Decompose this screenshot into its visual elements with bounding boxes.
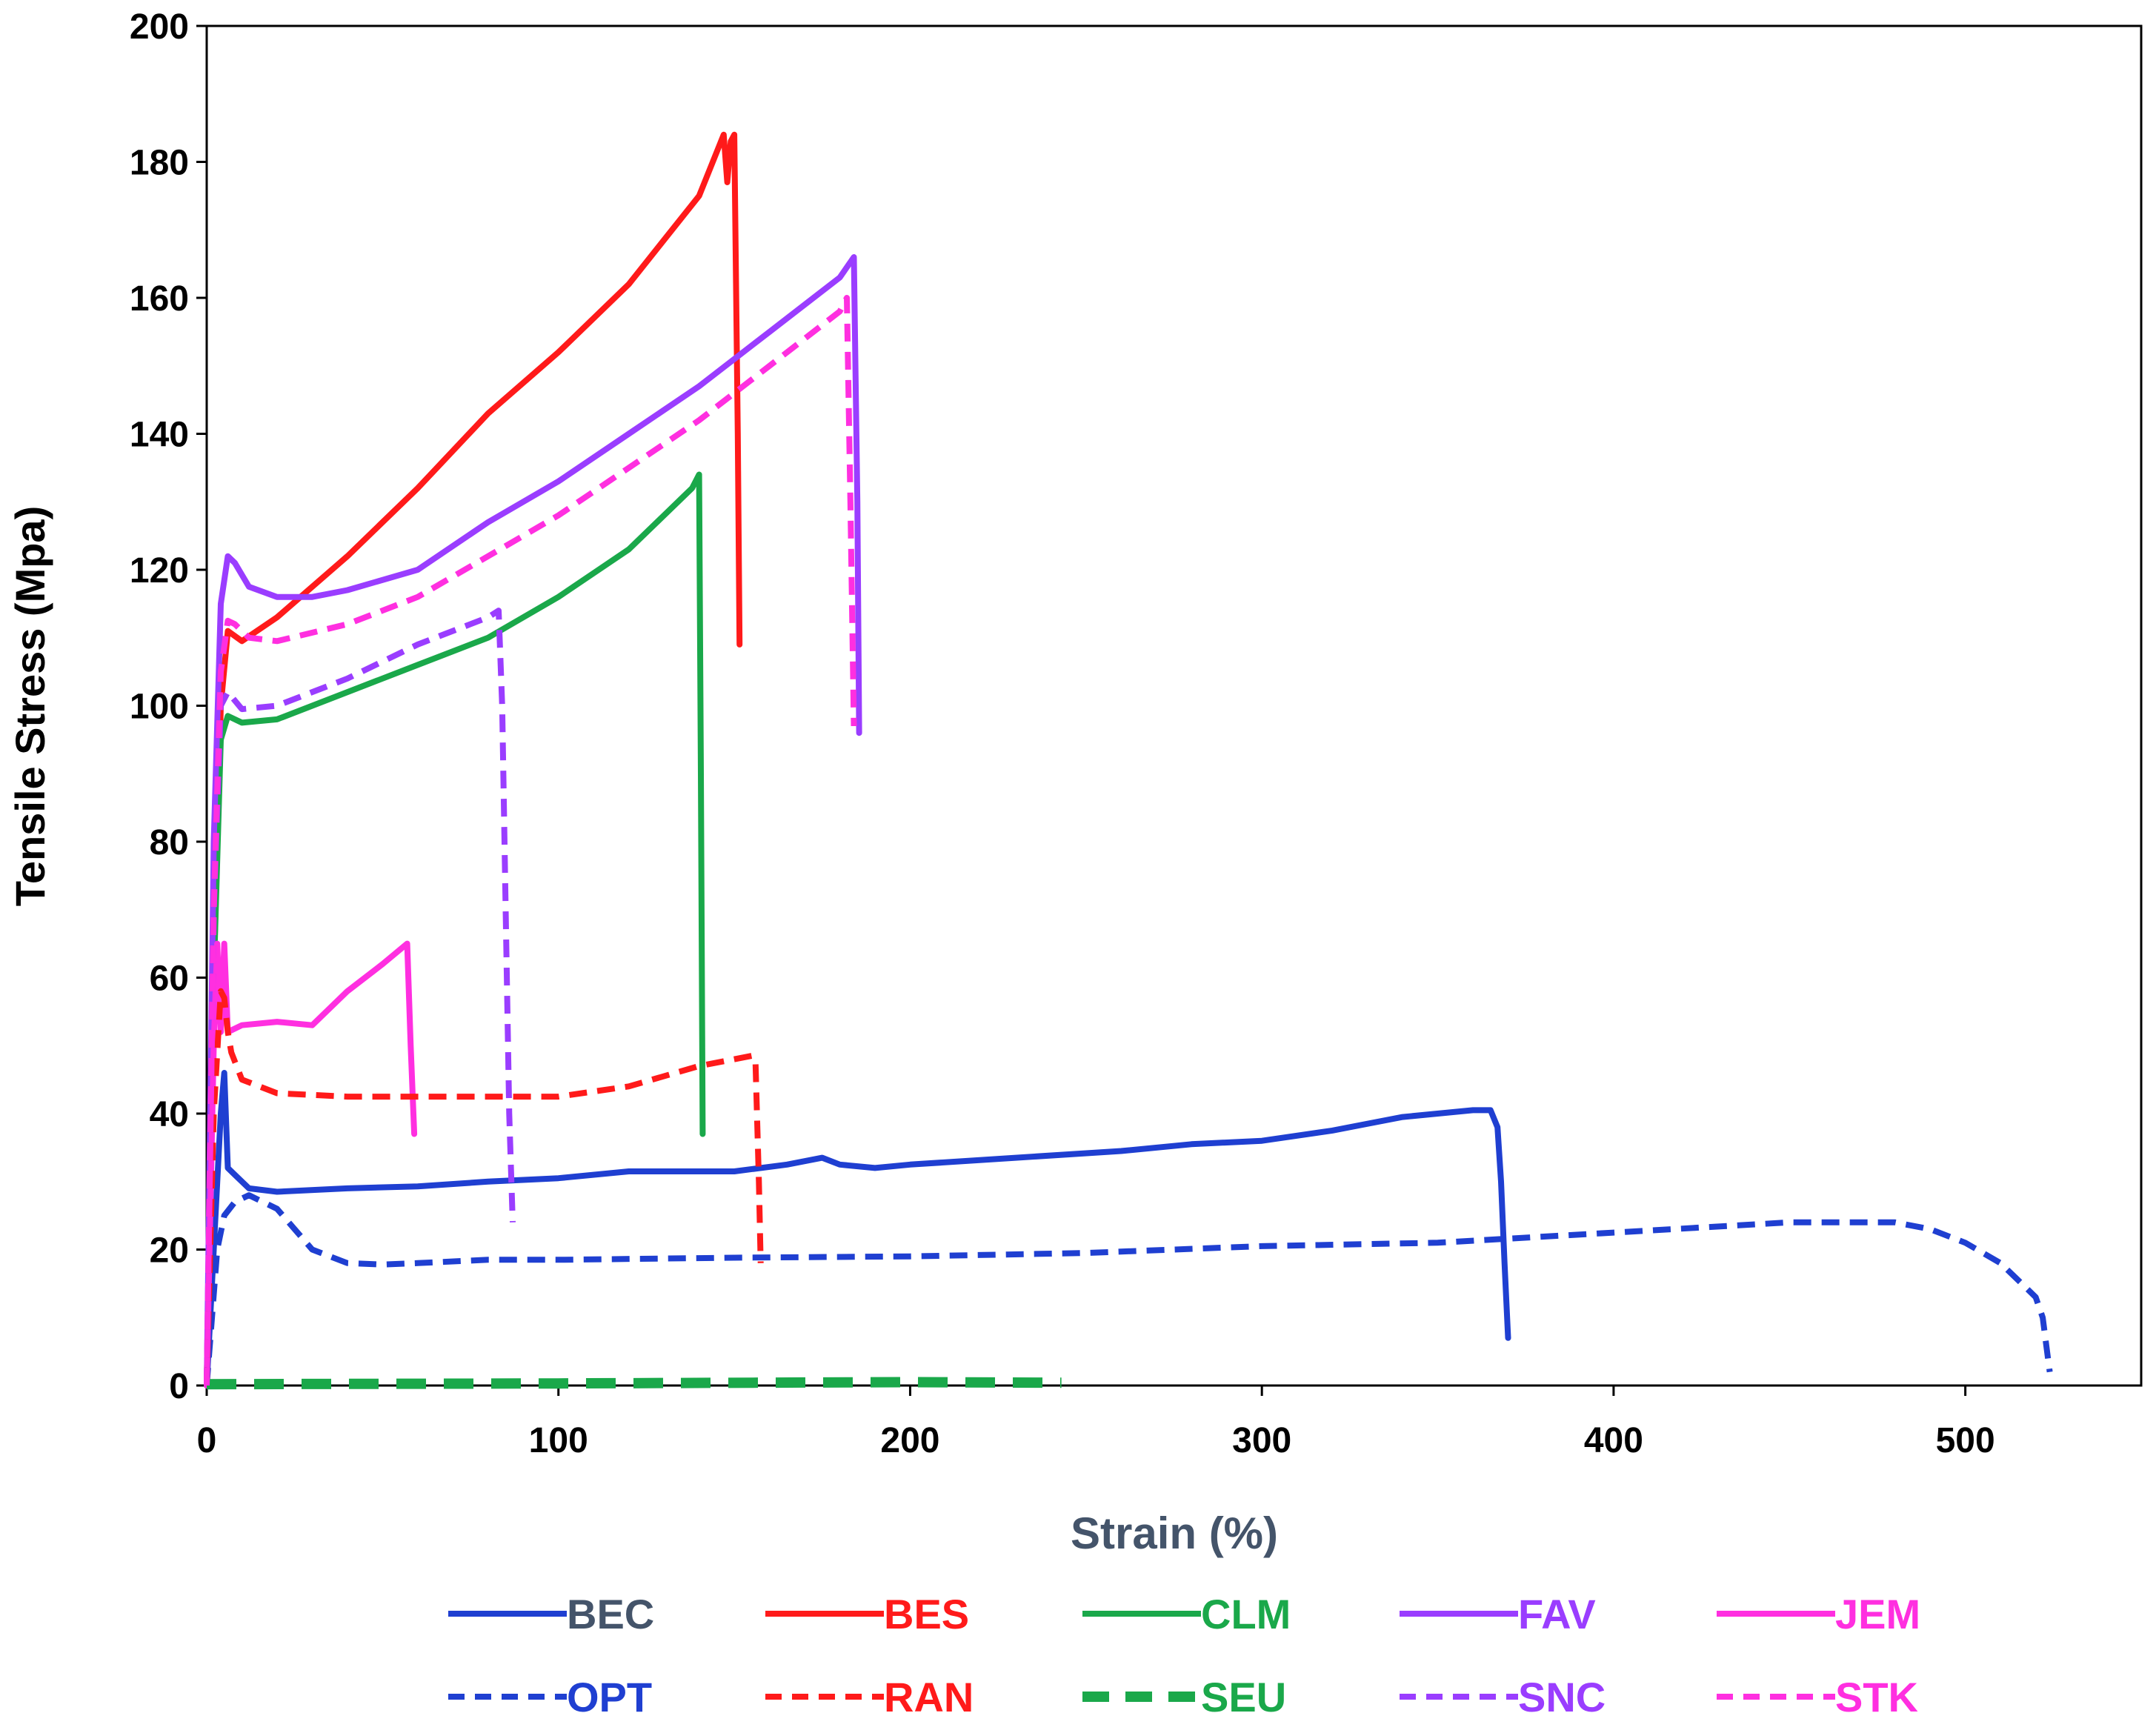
y-tick-label: 60 (150, 959, 189, 999)
series-line-stk (204, 295, 857, 1386)
series-line-clm (204, 471, 706, 1388)
y-axis: 0 20 40 60 80 100 120 140 160 180 200 (130, 7, 207, 1406)
y-tick-label: 180 (130, 144, 189, 183)
legend-label-snc: SNC (1518, 1674, 1606, 1720)
x-axis-label: Strain (%) (1071, 1509, 1278, 1558)
legend-label-fav: FAV (1518, 1591, 1596, 1637)
y-tick-label: 20 (150, 1231, 189, 1271)
y-tick-label: 0 (169, 1367, 189, 1406)
series-line-seu (206, 1377, 1062, 1390)
series-line-jem (204, 940, 418, 1388)
legend-label-jem: JEM (1835, 1591, 1920, 1637)
x-tick-label: 400 (1584, 1421, 1643, 1460)
y-tick-label: 40 (150, 1095, 189, 1134)
x-tick-label: 100 (529, 1421, 588, 1460)
y-tick-label: 120 (130, 551, 189, 591)
y-tick-label: 100 (130, 688, 189, 727)
x-axis: 0 100 200 300 400 500 (197, 1386, 1995, 1460)
y-tick-label: 200 (130, 7, 189, 47)
y-tick-label: 160 (130, 279, 189, 319)
series-line-ran (204, 988, 764, 1386)
y-axis-label: Tensile Stress (Mpa) (7, 506, 53, 906)
y-tick-label: 80 (150, 823, 189, 862)
legend-label-bec: BEC (567, 1591, 654, 1637)
x-tick-label: 500 (1936, 1421, 1995, 1460)
legend-label-seu: SEU (1201, 1674, 1286, 1720)
legend: BEC BES CLM FAV JEM OPT RAN SEU SNC STK (448, 1591, 1920, 1720)
x-tick-label: 200 (880, 1421, 939, 1460)
series-line-fav (204, 254, 862, 1388)
legend-label-clm: CLM (1201, 1591, 1291, 1637)
series-line-opt (204, 1192, 2053, 1386)
legend-label-ran: RAN (884, 1674, 974, 1720)
series-group (204, 131, 2053, 1390)
x-tick-label: 0 (197, 1421, 217, 1460)
legend-label-opt: OPT (567, 1674, 652, 1720)
x-tick-label: 300 (1232, 1421, 1291, 1460)
plot-area (205, 24, 2143, 1387)
legend-label-stk: STK (1835, 1674, 1918, 1720)
y-tick-label: 140 (130, 416, 189, 455)
legend-label-bes: BES (884, 1591, 969, 1637)
series-line-bec (204, 1070, 1511, 1388)
